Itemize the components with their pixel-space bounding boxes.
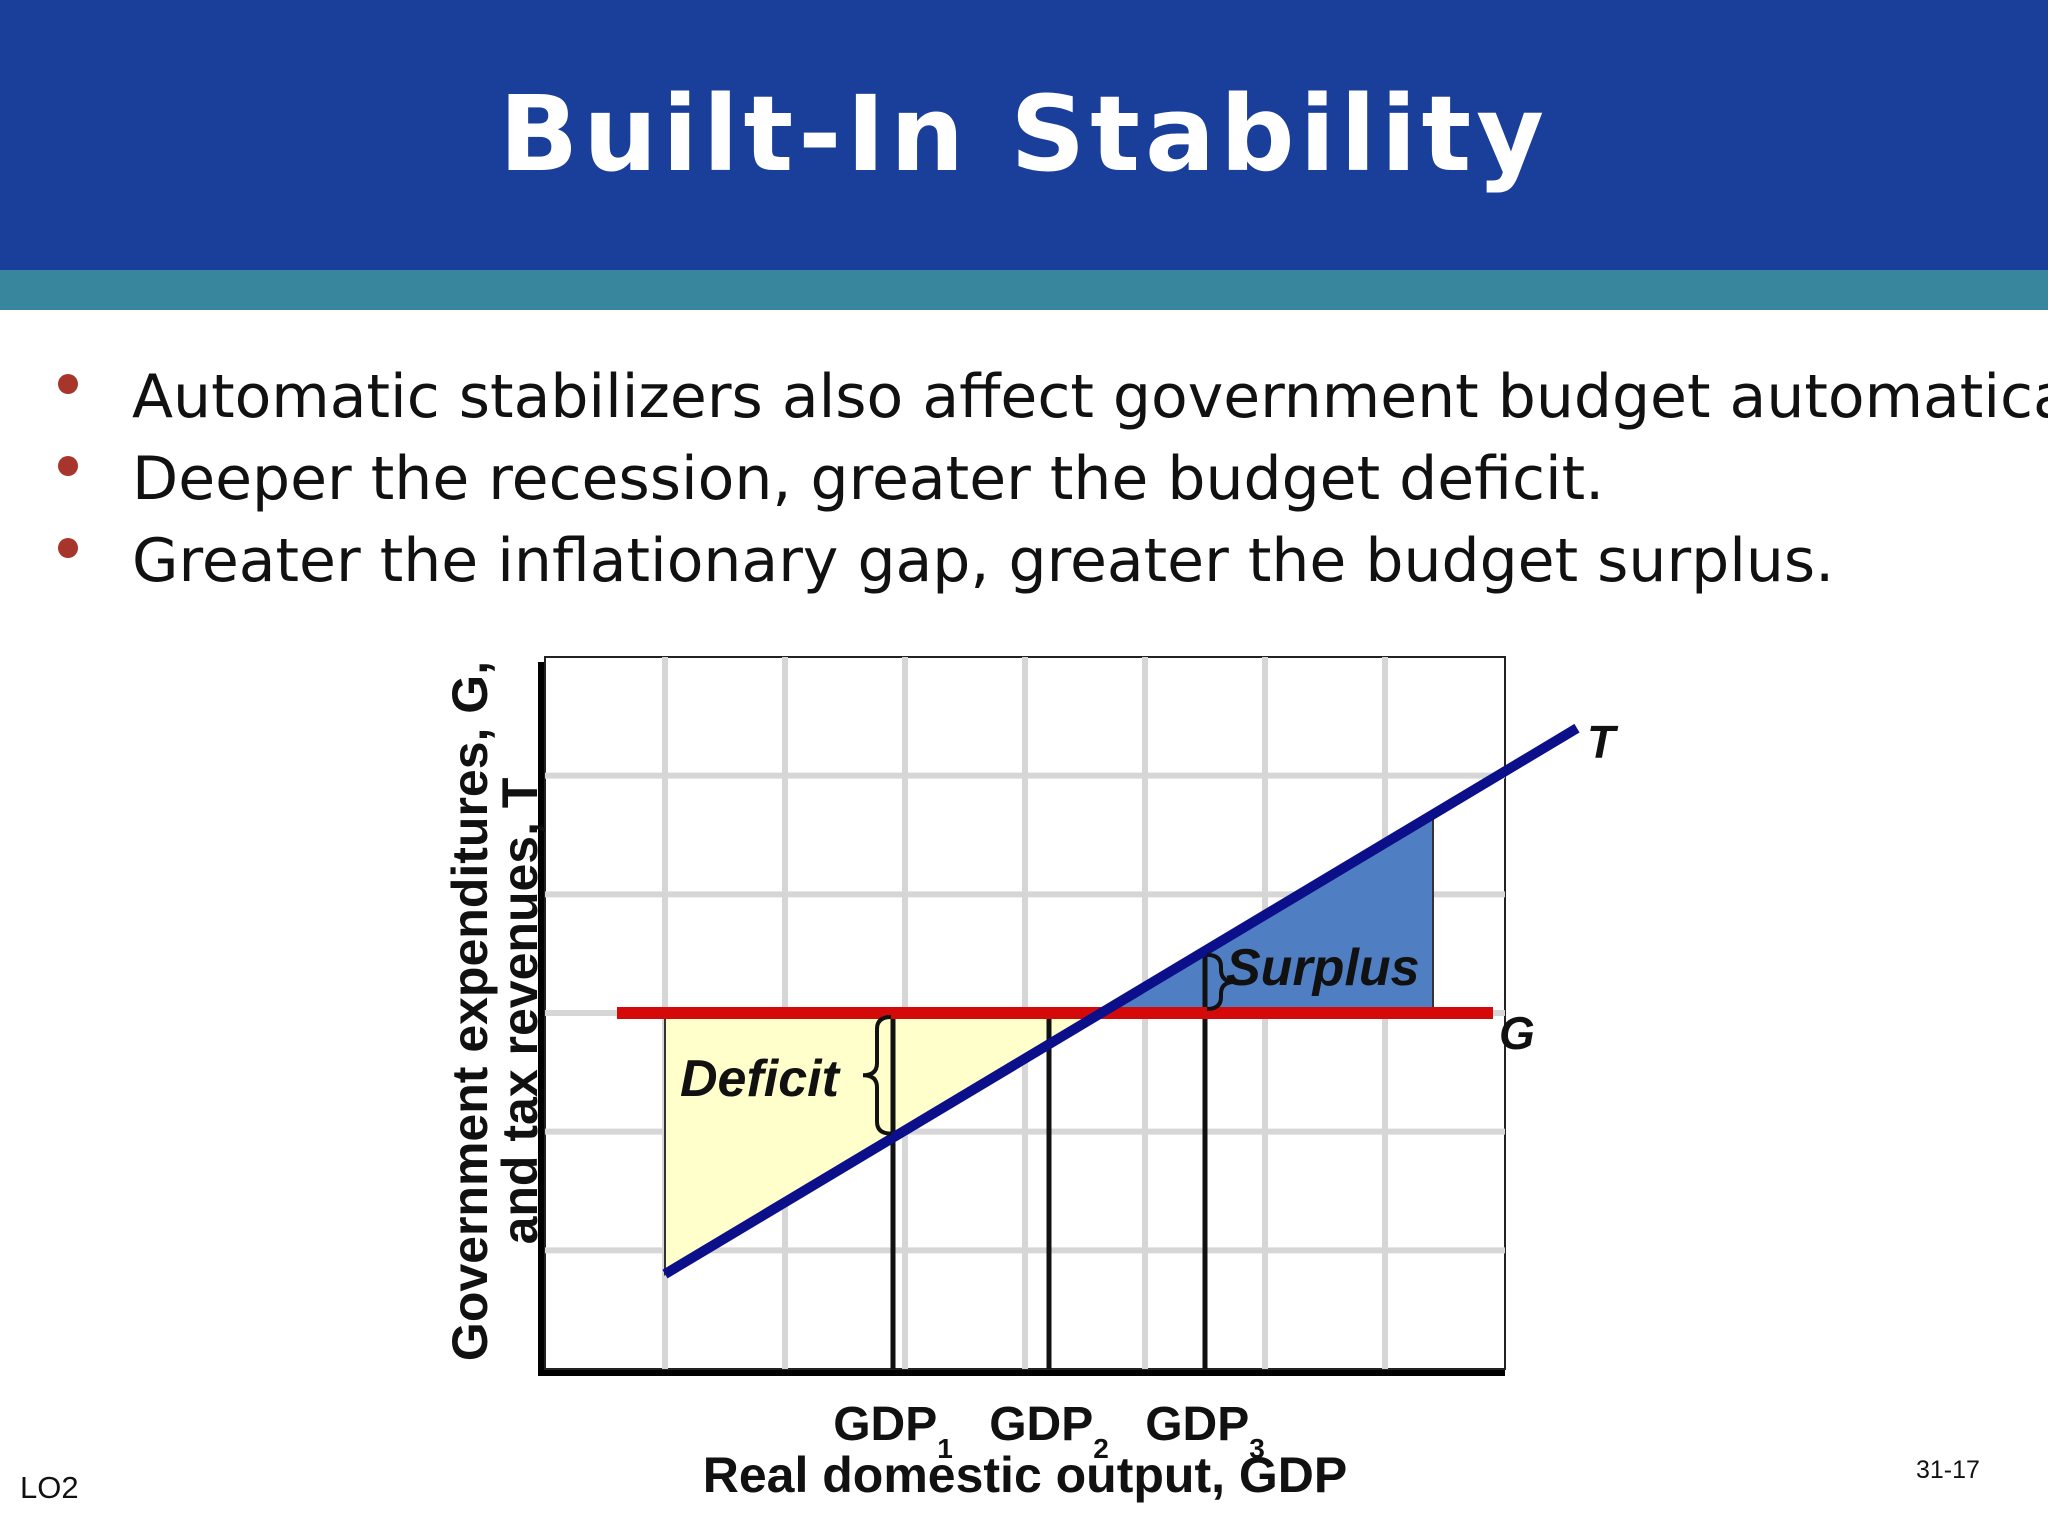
learning-objective-label: LO2 <box>20 1470 79 1505</box>
y-axis-label-line-2: and tax revenues, T <box>492 778 548 1245</box>
gdp-drop-lines <box>890 950 1208 1369</box>
surplus-label: Surplus <box>1226 939 1420 997</box>
bullet-list: Automatic stabilizers also affect govern… <box>50 360 2048 606</box>
bullet-dot-icon <box>58 374 78 394</box>
bullet-item: Greater the inflationary gap, greater th… <box>50 524 2030 606</box>
bullet-text: Greater the inflationary gap, greater th… <box>132 526 1835 596</box>
tax-revenue-line <box>662 723 1580 1279</box>
tax-line-label: T <box>1587 716 1619 768</box>
deficit-label: Deficit <box>680 1050 842 1108</box>
gdp-tick-subscript: 2 <box>1093 1433 1109 1464</box>
slide-title: Built-In Stability <box>498 73 1550 195</box>
bullet-dot-icon <box>58 538 78 558</box>
title-bar <box>0 0 2048 270</box>
deficit-brace-icon <box>862 1015 892 1136</box>
gdp-tick-subscript: 3 <box>1249 1433 1265 1464</box>
x-axis-label: Real domestic output, GDP <box>703 1447 1348 1503</box>
title-accent-strip <box>0 270 2048 310</box>
gdp-tick-subscript: 1 <box>937 1433 953 1464</box>
bullet-item: Deeper the recession, greater the budget… <box>50 442 2030 524</box>
surplus-brace-icon <box>1206 952 1236 1011</box>
chart-axes <box>538 662 1505 1376</box>
bullet-item: Automatic stabilizers also affect govern… <box>50 360 2048 442</box>
page-number: 31-17 <box>1916 1456 1980 1484</box>
government-line-label: G <box>1499 1007 1535 1059</box>
bullet-dot-icon <box>58 456 78 476</box>
bullet-text: Automatic stabilizers also affect govern… <box>132 362 2048 432</box>
bullet-text: Deeper the recession, greater the budget… <box>132 444 1605 514</box>
chart-series <box>617 723 1580 1279</box>
y-axis-label-line-1: Government expenditures, G, <box>442 661 498 1361</box>
